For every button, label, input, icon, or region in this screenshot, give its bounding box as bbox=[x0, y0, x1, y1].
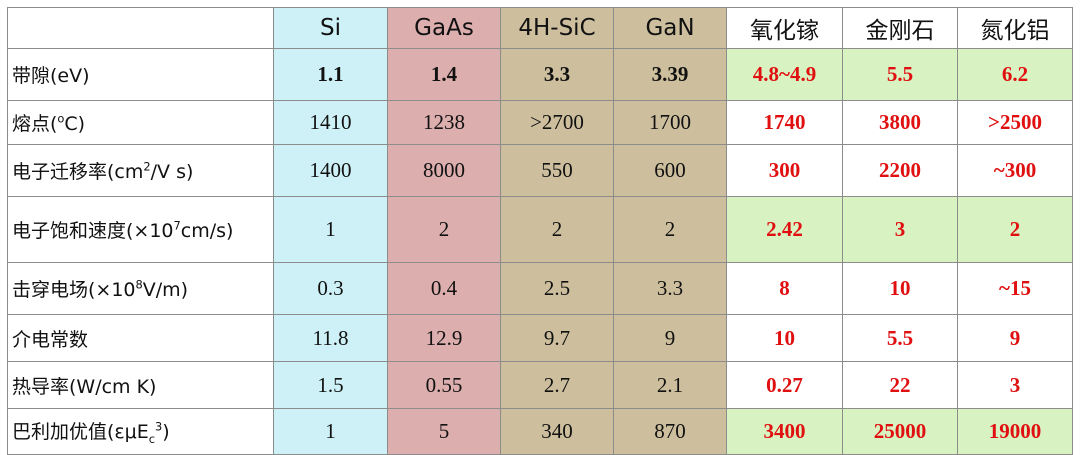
value-cell: 340 bbox=[500, 408, 614, 455]
value-cell: 0.4 bbox=[387, 262, 501, 315]
column-header: 金刚石 bbox=[842, 7, 958, 49]
value-cell: 1740 bbox=[726, 100, 843, 145]
row-label: 电子迁移率(cm2/V s) bbox=[7, 144, 274, 197]
value-cell: 22 bbox=[842, 361, 958, 409]
value-cell: 1.1 bbox=[273, 48, 388, 101]
corner-cell bbox=[7, 7, 274, 49]
table-row: 带隙(eV) 1.1 1.4 3.3 3.39 4.8~4.9 5.5 6.2 bbox=[7, 48, 1073, 101]
value-cell: 9.7 bbox=[500, 314, 614, 362]
value-cell: 3.3 bbox=[500, 48, 614, 101]
value-cell: 8000 bbox=[387, 144, 501, 197]
value-cell: 1 bbox=[273, 196, 388, 263]
value-cell: 2.7 bbox=[500, 361, 614, 409]
column-header: GaN bbox=[613, 7, 727, 49]
value-cell: 10 bbox=[726, 314, 843, 362]
value-cell: 19000 bbox=[957, 408, 1073, 455]
value-cell: 3.3 bbox=[613, 262, 727, 315]
value-cell: 0.3 bbox=[273, 262, 388, 315]
value-cell: >2500 bbox=[957, 100, 1073, 145]
value-cell: 10 bbox=[842, 262, 958, 315]
column-header: GaAs bbox=[387, 7, 501, 49]
value-cell: 9 bbox=[613, 314, 727, 362]
value-cell: 600 bbox=[613, 144, 727, 197]
column-header: 氧化镓 bbox=[726, 7, 843, 49]
table-row: 电子饱和速度(×107cm/s) 1 2 2 2 2.42 3 2 bbox=[7, 196, 1073, 263]
value-cell: ~300 bbox=[957, 144, 1073, 197]
row-label: 击穿电场(×108V/m) bbox=[7, 262, 274, 315]
value-cell: 8 bbox=[726, 262, 843, 315]
value-cell: 3.39 bbox=[613, 48, 727, 101]
value-cell: 1700 bbox=[613, 100, 727, 145]
column-header: 4H-SiC bbox=[500, 7, 614, 49]
value-cell: 2200 bbox=[842, 144, 958, 197]
value-cell: 4.8~4.9 bbox=[726, 48, 843, 101]
value-cell: 0.55 bbox=[387, 361, 501, 409]
value-cell: ~15 bbox=[957, 262, 1073, 315]
row-label: 熔点(oC) bbox=[7, 100, 274, 145]
table-row: 击穿电场(×108V/m) 0.3 0.4 2.5 3.3 8 10 ~15 bbox=[7, 262, 1073, 315]
value-cell: 5 bbox=[387, 408, 501, 455]
value-cell: 3 bbox=[842, 196, 958, 263]
value-cell: 5.5 bbox=[842, 48, 958, 101]
value-cell: 0.27 bbox=[726, 361, 843, 409]
material-properties-table: Si GaAs 4H-SiC GaN 氧化镓 金刚石 氮化铝 带隙(eV) 1.1 1.4 3.3 3… bbox=[7, 7, 1073, 455]
value-cell: 1.4 bbox=[387, 48, 501, 101]
value-cell: 1 bbox=[273, 408, 388, 455]
header-row: Si GaAs 4H-SiC GaN 氧化镓 金刚石 氮化铝 bbox=[7, 7, 1073, 49]
value-cell: 11.8 bbox=[273, 314, 388, 362]
value-cell: 2.1 bbox=[613, 361, 727, 409]
value-cell: 25000 bbox=[842, 408, 958, 455]
row-label: 热导率(W/cm K) bbox=[7, 361, 274, 409]
value-cell: 2 bbox=[957, 196, 1073, 263]
value-cell: 2.42 bbox=[726, 196, 843, 263]
column-header: Si bbox=[273, 7, 388, 49]
table-row: 电子迁移率(cm2/V s) 1400 8000 550 600 300 2200 ~300 bbox=[7, 144, 1073, 197]
value-cell: 9 bbox=[957, 314, 1073, 362]
row-label: 带隙(eV) bbox=[7, 48, 274, 101]
value-cell: 3400 bbox=[726, 408, 843, 455]
table-row: 巴利加优值(εμEc3) 1 5 340 870 3400 25000 19000 bbox=[7, 408, 1073, 455]
value-cell: 2.5 bbox=[500, 262, 614, 315]
value-cell: 300 bbox=[726, 144, 843, 197]
value-cell: 1400 bbox=[273, 144, 388, 197]
value-cell: 2 bbox=[387, 196, 501, 263]
value-cell: 1410 bbox=[273, 100, 388, 145]
value-cell: 12.9 bbox=[387, 314, 501, 362]
row-label: 介电常数 bbox=[7, 314, 274, 362]
value-cell: 550 bbox=[500, 144, 614, 197]
table-row: 熔点(oC) 1410 1238 >2700 1700 1740 3800 >2500 bbox=[7, 100, 1073, 145]
value-cell: >2700 bbox=[500, 100, 614, 145]
value-cell: 2 bbox=[613, 196, 727, 263]
row-label: 巴利加优值(εμEc3) bbox=[7, 408, 274, 455]
value-cell: 2 bbox=[500, 196, 614, 263]
table-row: 介电常数 11.8 12.9 9.7 9 10 5.5 9 bbox=[7, 314, 1073, 362]
column-header: 氮化铝 bbox=[957, 7, 1073, 49]
value-cell: 1238 bbox=[387, 100, 501, 145]
value-cell: 3800 bbox=[842, 100, 958, 145]
table-row: 热导率(W/cm K) 1.5 0.55 2.7 2.1 0.27 22 3 bbox=[7, 361, 1073, 409]
value-cell: 870 bbox=[613, 408, 727, 455]
value-cell: 3 bbox=[957, 361, 1073, 409]
value-cell: 1.5 bbox=[273, 361, 388, 409]
value-cell: 5.5 bbox=[842, 314, 958, 362]
row-label: 电子饱和速度(×107cm/s) bbox=[7, 196, 274, 263]
value-cell: 6.2 bbox=[957, 48, 1073, 101]
